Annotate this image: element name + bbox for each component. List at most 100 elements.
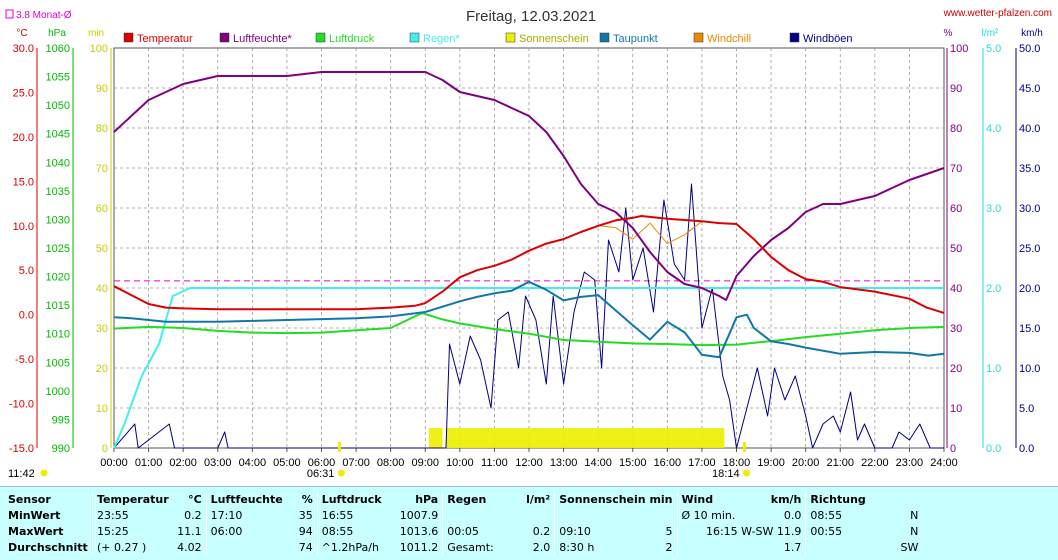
humidity-axis-tick: 50 — [950, 243, 962, 255]
wind-axis-tick: 45.0 — [1019, 83, 1040, 95]
day-length-label: 11:42 — [8, 468, 35, 480]
max-rain-value: 0.2 — [532, 524, 551, 538]
temp-axis-tick: 30.0 — [13, 43, 34, 55]
rain-axis-tick: 2.0 — [986, 283, 1001, 295]
avg-direction-spacer — [805, 539, 875, 555]
wind-axis-tick: 35.0 — [1019, 163, 1040, 175]
pressure-axis-tick: 1025 — [46, 243, 70, 255]
min-pressure-time: 16:55 — [316, 507, 396, 523]
avg-label: Durchschnitt — [8, 540, 88, 554]
col-rain: Regen — [442, 491, 512, 507]
pressure-axis-tick: 1010 — [46, 329, 70, 341]
min-wind-label: Ø 10 min. — [676, 507, 740, 523]
wind-axis-tick: 10.0 — [1019, 363, 1040, 375]
legend-label: Windböen — [803, 33, 853, 45]
col-wind-unit: km/h — [770, 492, 802, 506]
chart-axes — [36, 48, 1017, 452]
x-tick-label: 22:00 — [861, 457, 889, 469]
wind-axis-tick: 25.0 — [1019, 243, 1040, 255]
avg-sunshine-value: 2 — [665, 540, 673, 554]
humidity-axis-tick: 90 — [950, 83, 962, 95]
max-label: MaxWert — [8, 524, 64, 538]
sunset-sun-icon — [743, 469, 751, 477]
min-humidity-value: 35 — [298, 508, 313, 522]
month-avg-marker — [5, 9, 14, 19]
website-link[interactable]: www.wetter-pfalzen.com — [943, 8, 1052, 19]
legend-label: Luftfeuchte* — [233, 33, 292, 45]
series-dewpoint — [113, 280, 945, 359]
col-pressure: Luftdruck — [316, 491, 396, 507]
humidity-axis-tick: 0 — [950, 443, 956, 455]
col-humidity-unit: % — [301, 492, 313, 506]
humidity-axis-tick: 80 — [950, 123, 962, 135]
pressure-axis-tick: 1040 — [46, 157, 70, 169]
temp-axis-tick: 15.0 — [13, 176, 34, 188]
avg-pressure-trend: ^1.2hPa/h — [316, 539, 396, 555]
pressure-axis-tick: 1060 — [46, 43, 70, 55]
wind-axis-tick: 40.0 — [1019, 123, 1040, 135]
max-humidity-value: 94 — [298, 524, 313, 538]
col-sunshine: Sonnenschein min — [554, 491, 678, 507]
avg-temp-value: 4.02 — [177, 540, 202, 554]
max-rain-time: 00:05 — [442, 523, 512, 539]
col-wind: Wind — [676, 491, 740, 507]
x-tick-label: 11:00 — [481, 457, 508, 469]
x-tick-label: 21:00 — [826, 457, 854, 469]
x-tick-label: 13:00 — [550, 457, 578, 469]
chart-grid — [113, 47, 945, 449]
temp-axis-unit: °C — [16, 28, 27, 39]
temp-axis-tick: 0.0 — [19, 310, 34, 322]
total-rain-value: 2.0 — [532, 540, 551, 554]
x-tick-label: 15:00 — [619, 457, 647, 469]
legend-swatch — [219, 32, 230, 43]
weather-chart: 00:00 01:00 02:00 03:00 04:00 05:00 06:00 07:00… — [5, 8, 1052, 480]
series-rain — [113, 287, 944, 449]
minutes-axis-tick: 20 — [96, 363, 108, 375]
min-humidity-time: 17:10 — [205, 507, 287, 523]
stats-max-row: MaxWert 15:25 11.1 06:00 94 08:55 1013.6… — [4, 523, 922, 539]
humidity-axis-tick: 10 — [950, 403, 962, 415]
day-length-sun-icon — [40, 469, 48, 477]
col-temperature: Temperatur — [91, 491, 173, 507]
wind-axis-tick: 5.0 — [1019, 403, 1034, 415]
sunrise-label: 06:31 — [307, 468, 335, 480]
chart-title: Freitag, 12.03.2021 — [466, 8, 596, 25]
minutes-axis-tick: 40 — [96, 283, 108, 295]
avg-wind-value: 1.7 — [676, 539, 806, 555]
total-sunshine: 8:30 h — [554, 539, 645, 555]
min-direction-time: 08:55 — [805, 507, 875, 523]
pressure-axis-tick: 990 — [52, 443, 70, 455]
minutes-axis-unit: min — [88, 28, 104, 39]
pressure-axis-tick: 1035 — [46, 186, 70, 198]
legend-swatch — [123, 32, 134, 43]
x-tick-label: 17:00 — [688, 457, 716, 469]
series-humidity — [113, 71, 945, 301]
legend-label: Temperatur — [137, 33, 193, 45]
col-temp-unit: °C — [188, 492, 202, 506]
min-pressure-value: 1007.9 — [399, 508, 439, 522]
sunshine-bar — [428, 428, 443, 448]
x-tick-label: 04:00 — [239, 457, 267, 469]
minutes-axis-tick: 90 — [96, 83, 108, 95]
legend-swatch — [315, 32, 326, 43]
minutes-axis-tick: 100 — [90, 43, 108, 55]
humidity-axis-unit: % — [944, 28, 953, 39]
temp-axis-tick: 10.0 — [13, 221, 34, 233]
rain-axis-tick: 1.0 — [986, 363, 1001, 375]
x-tick-label: 18:00 — [723, 457, 751, 469]
legend-label: Luftdruck — [329, 33, 375, 45]
col-direction: Richtung — [805, 491, 875, 507]
wind-axis-tick: 0.0 — [1019, 443, 1034, 455]
pressure-axis-tick: 995 — [52, 414, 70, 426]
legend-swatch — [409, 32, 420, 43]
minutes-axis-tick: 60 — [96, 203, 108, 215]
humidity-axis-tick: 30 — [950, 323, 962, 335]
x-tick-label: 19:00 — [757, 457, 785, 469]
pressure-axis-tick: 1030 — [46, 214, 70, 226]
minutes-axis-tick: 50 — [96, 243, 108, 255]
stats-min-row: MinWert 23:55 0.2 17:10 35 16:55 1007.9 … — [4, 507, 922, 523]
avg-humidity-spacer — [205, 539, 287, 555]
x-tick-label: 10:00 — [446, 457, 474, 469]
pressure-axis-tick: 1005 — [46, 357, 70, 369]
temp-axis-tick: -5.0 — [15, 354, 34, 366]
